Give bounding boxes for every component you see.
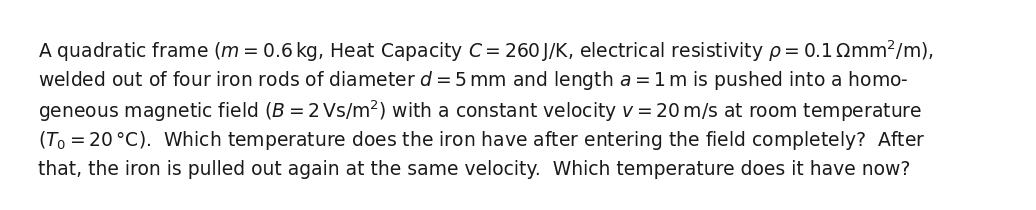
Text: geneous magnetic field ($B = 2\,\mathrm{Vs/m}^2$) with a constant velocity $v = : geneous magnetic field ($B = 2\,\mathrm{… [38, 99, 922, 125]
Text: that, the iron is pulled out again at the same velocity.  Which temperature does: that, the iron is pulled out again at th… [38, 160, 911, 179]
Text: welded out of four iron rods of diameter $d = 5\,\mathrm{mm}$ and length $a = 1\: welded out of four iron rods of diameter… [38, 68, 909, 92]
Text: A quadratic frame ($m = 0.6\,\mathrm{kg}$, Heat Capacity $C = 260\,\mathrm{J/K}$: A quadratic frame ($m = 0.6\,\mathrm{kg}… [38, 38, 933, 63]
Text: $(T_0 = 20\,°\mathrm{C})$.  Which temperature does the iron have after entering : $(T_0 = 20\,°\mathrm{C})$. Which tempera… [38, 130, 925, 152]
